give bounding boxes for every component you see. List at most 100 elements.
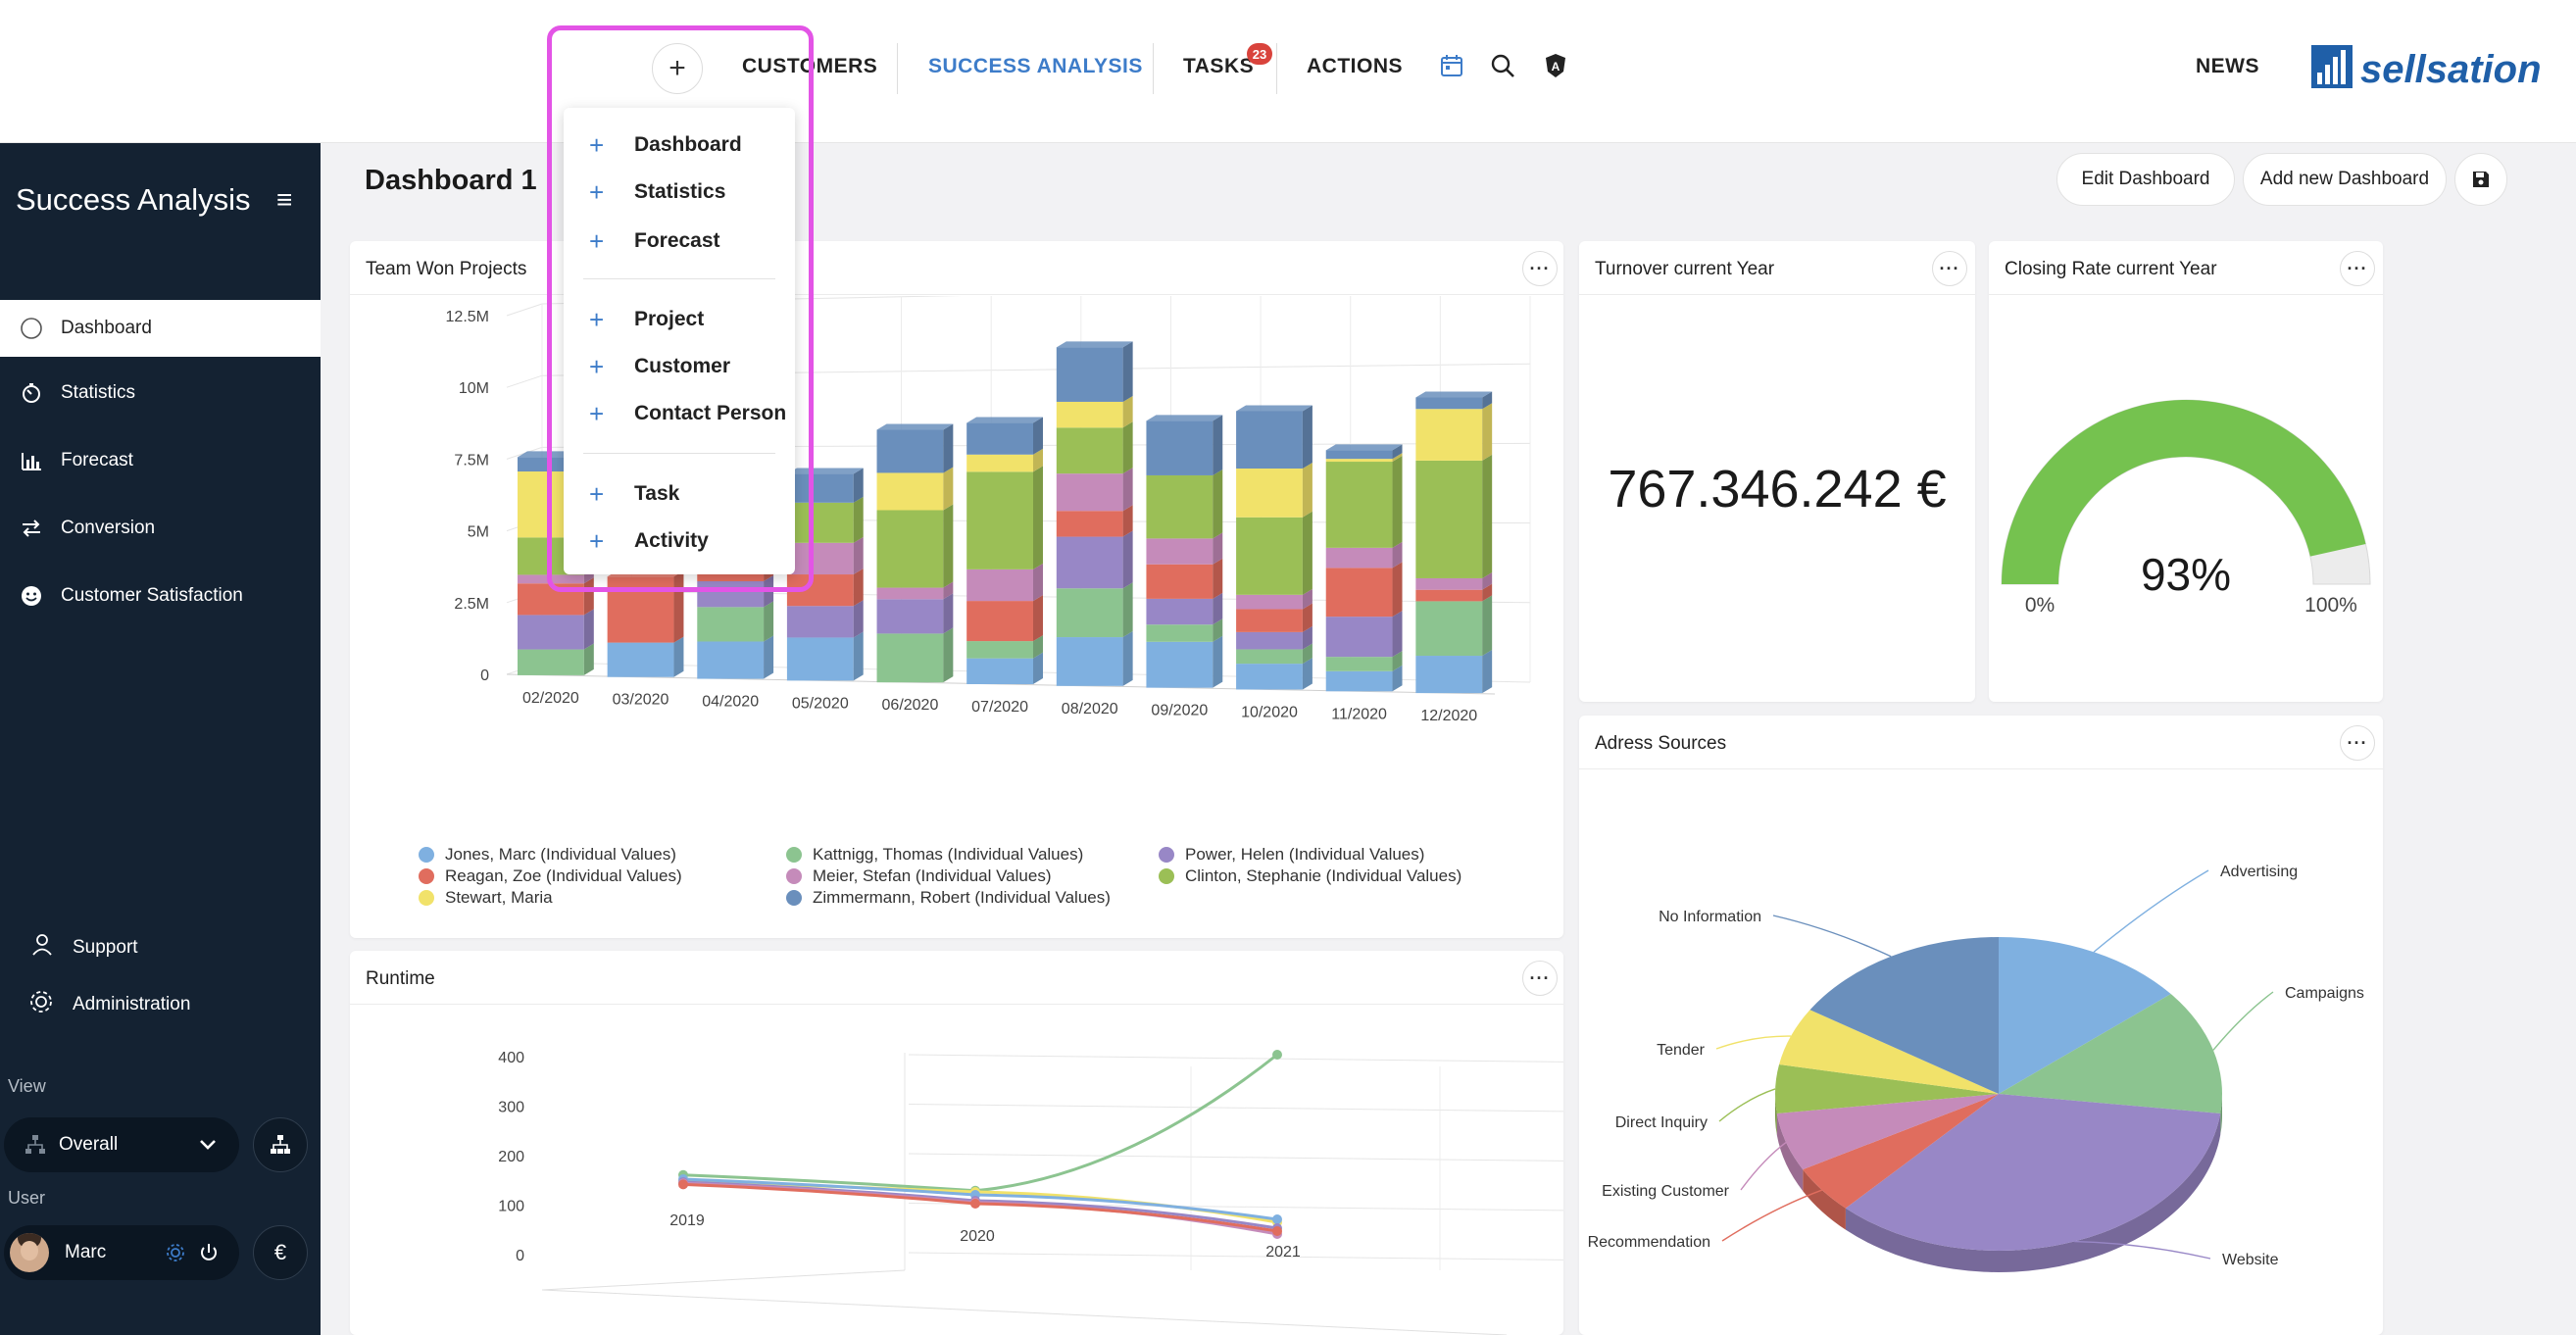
bar-segment[interactable] [517, 609, 594, 650]
line-point[interactable] [1272, 1050, 1282, 1060]
legend-entry[interactable]: Power, Helen (Individual Values) [1159, 845, 1424, 865]
line-point[interactable] [1272, 1226, 1282, 1236]
hierarchy-button[interactable] [253, 1117, 308, 1172]
bar-segment[interactable] [1236, 405, 1313, 469]
bar-segment[interactable] [1146, 618, 1223, 642]
pie-slice[interactable] [1845, 1094, 2221, 1251]
line-point[interactable] [970, 1199, 980, 1209]
bar-segment[interactable] [1056, 530, 1133, 589]
bar-segment[interactable] [1415, 391, 1493, 410]
bar-segment[interactable] [1325, 611, 1403, 658]
sidebar-item-conversion[interactable]: Conversion [0, 500, 321, 557]
bar-segment[interactable] [1236, 588, 1313, 610]
sidebar-item-customer-satisfaction[interactable]: Customer Satisfaction [0, 568, 321, 624]
view-select[interactable]: Overall [4, 1117, 239, 1172]
panel-options-button[interactable]: ··· [1522, 961, 1558, 996]
bar-segment[interactable] [1056, 341, 1133, 402]
dropdown-item-dashboard[interactable]: + Dashboard [564, 125, 795, 165]
bar-segment[interactable] [1236, 643, 1313, 665]
dropdown-item-contact-person[interactable]: + Contact Person [564, 394, 795, 433]
hamburger-icon[interactable]: ≡ [276, 184, 293, 215]
pie-slice[interactable] [1803, 1094, 1999, 1209]
legend-entry[interactable]: Kattnigg, Thomas (Individual Values) [786, 845, 1083, 865]
bar-segment[interactable] [1236, 462, 1313, 518]
bar-segment[interactable] [1325, 444, 1403, 460]
pie-slice[interactable] [1809, 937, 1999, 1094]
bar-segment[interactable] [1415, 403, 1493, 461]
pie-slice[interactable] [1779, 1010, 1999, 1094]
panel-options-button[interactable]: ··· [2340, 251, 2375, 286]
legend-entry[interactable]: Reagan, Zoe (Individual Values) [419, 866, 682, 886]
bar-segment[interactable] [876, 581, 954, 600]
bar-segment[interactable] [1236, 603, 1313, 632]
bar-segment[interactable] [966, 417, 1043, 455]
bar-segment[interactable] [966, 652, 1043, 684]
dropdown-item-statistics[interactable]: + Statistics [564, 173, 795, 212]
bar-segment[interactable] [607, 636, 684, 677]
bar-segment[interactable] [1415, 571, 1493, 590]
pie-slice[interactable] [1999, 937, 2171, 1094]
bar-segment[interactable] [1056, 395, 1133, 428]
bar-segment[interactable] [966, 635, 1043, 659]
bar-segment[interactable] [1146, 592, 1223, 625]
nav-success-analysis[interactable]: SUCCESS ANALYSIS [928, 55, 1143, 77]
bar-segment[interactable] [1325, 456, 1403, 548]
dropdown-item-project[interactable]: + Project [564, 300, 795, 339]
bar-segment[interactable] [786, 600, 864, 638]
bar-segment[interactable] [966, 595, 1043, 642]
line-series[interactable] [682, 1053, 1278, 1193]
edit-dashboard-button[interactable]: Edit Dashboard [2056, 153, 2235, 206]
bar-segment[interactable] [1415, 583, 1493, 602]
bar-segment[interactable] [697, 635, 774, 679]
nav-news[interactable]: NEWS [2196, 55, 2259, 77]
legend-entry[interactable]: Zimmermann, Robert (Individual Values) [786, 888, 1111, 908]
bar-segment[interactable] [1325, 651, 1403, 671]
bar-segment[interactable] [1415, 650, 1493, 694]
dropdown-item-activity[interactable]: + Activity [564, 521, 795, 561]
nav-tasks[interactable]: TASKS [1183, 55, 1255, 77]
power-icon[interactable] [198, 1242, 220, 1263]
user-select[interactable]: Marc [4, 1225, 239, 1280]
sidebar-item-statistics[interactable]: Statistics [0, 365, 321, 421]
bar-segment[interactable] [1146, 469, 1223, 539]
shield-icon[interactable]: A [1541, 51, 1570, 80]
legend-entry[interactable]: Jones, Marc (Individual Values) [419, 845, 676, 865]
legend-entry[interactable]: Clinton, Stephanie (Individual Values) [1159, 866, 1461, 886]
sellsation-logo[interactable]: sellsation [2311, 45, 2568, 92]
bar-segment[interactable] [1146, 532, 1223, 565]
bar-segment[interactable] [786, 536, 864, 575]
panel-options-button[interactable]: ··· [1522, 251, 1558, 286]
bar-segment[interactable] [1146, 558, 1223, 599]
bar-segment[interactable] [1236, 625, 1313, 650]
pie-slice[interactable] [1999, 994, 2222, 1114]
sidebar-item-dashboard[interactable]: Dashboard [0, 300, 321, 357]
bar-segment[interactable] [1236, 511, 1313, 595]
bar-segment[interactable] [876, 467, 954, 511]
pie-slice[interactable] [1775, 1064, 1999, 1114]
bar-segment[interactable] [786, 496, 864, 543]
dropdown-item-customer[interactable]: + Customer [564, 347, 795, 386]
nav-actions[interactable]: ACTIONS [1307, 55, 1403, 77]
search-icon[interactable] [1488, 51, 1517, 80]
bar-segment[interactable] [1056, 631, 1133, 686]
panel-options-button[interactable]: ··· [2340, 725, 2375, 761]
bar-segment[interactable] [786, 468, 864, 503]
bar-segment[interactable] [1146, 415, 1223, 475]
dropdown-item-forecast[interactable]: + Forecast [564, 222, 795, 261]
bar-segment[interactable] [1415, 454, 1493, 578]
bar-segment[interactable] [966, 448, 1043, 472]
bar-segment[interactable] [966, 563, 1043, 602]
bar-segment[interactable] [876, 423, 954, 473]
support-link[interactable]: Support [73, 937, 138, 958]
legend-entry[interactable]: Stewart, Maria [419, 888, 553, 908]
bar-segment[interactable] [1056, 468, 1133, 512]
create-new-button[interactable]: + [652, 43, 703, 94]
bar-segment[interactable] [1056, 421, 1133, 474]
bar-segment[interactable] [786, 631, 864, 681]
administration-link[interactable]: Administration [73, 994, 191, 1014]
bar-segment[interactable] [876, 504, 954, 588]
legend-entry[interactable]: Meier, Stefan (Individual Values) [786, 866, 1051, 886]
bar-segment[interactable] [1325, 453, 1403, 463]
line-point[interactable] [678, 1179, 688, 1190]
currency-button[interactable]: € [253, 1225, 308, 1280]
